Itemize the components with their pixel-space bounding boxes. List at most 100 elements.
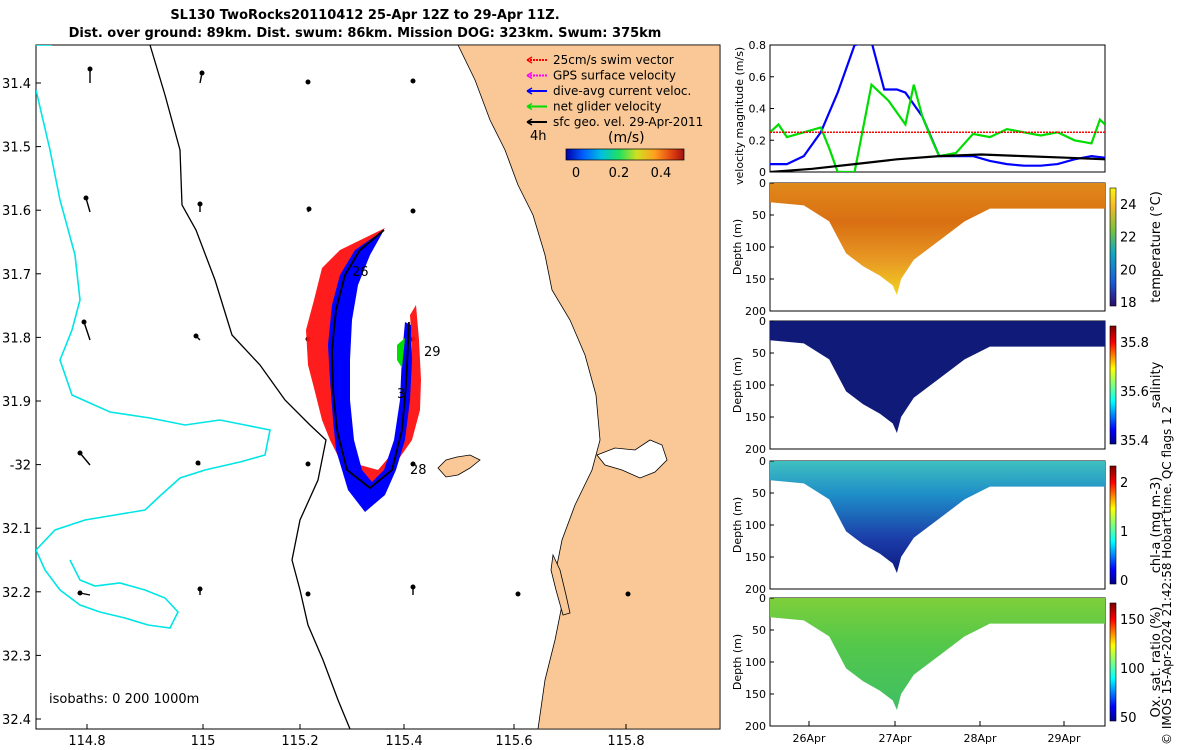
depth-tick-label: 50 — [752, 347, 766, 360]
section-colorbar — [1109, 465, 1117, 585]
geo-arrow-head — [197, 586, 203, 592]
section-field — [770, 461, 1105, 573]
colorbar-tick-label: 0 — [572, 166, 580, 181]
geo-arrow-head — [515, 591, 521, 597]
section-colorbar-label: temperature (°C) — [1149, 191, 1164, 303]
geo-arrow-head — [305, 461, 311, 467]
map-ytick-label: 31.8 — [2, 331, 31, 346]
colorbar-tick-label: 35.6 — [1120, 385, 1149, 400]
legend-arrowhead — [526, 56, 533, 64]
geo-arrow-head — [77, 590, 83, 596]
geo-arrow-head — [410, 78, 416, 84]
geo-arrow-head — [83, 195, 89, 201]
map-panel: 26 29 3 28 isobaths: 0 200 1000m 25cm/s … — [2, 44, 721, 749]
colorbar-tick-label: 18 — [1120, 296, 1137, 311]
velocity-series — [770, 45, 1105, 172]
colorbar-tick-label: 0.2 — [609, 166, 630, 181]
geo-arrow-head — [81, 319, 87, 325]
section-field — [770, 321, 1105, 433]
depth-tick-label: 200 — [745, 305, 766, 318]
geo-arrow-head — [193, 333, 199, 339]
velocity-y-axis: 0 0.2 0.4 0.6 0.8 — [749, 39, 774, 179]
isobaths-label: isobaths: 0 200 1000m — [49, 692, 199, 707]
date-tick-label: 26Apr — [792, 732, 826, 745]
geo-arrow-head — [305, 79, 311, 85]
map-legend: 25cm/s swim vector GPS surface velocitydi… — [526, 53, 703, 129]
depth-ylabel: Depth (m) — [731, 634, 744, 690]
date-axis: 26Apr 27Apr 28Apr 29Apr — [792, 721, 1081, 745]
track-line — [331, 229, 410, 490]
geo-arrow-head — [77, 450, 83, 456]
section-salinity: 0 50 100 150 200 Depth (m) 35.8 35.6 35.4 salinit… — [731, 315, 1164, 456]
depth-tick-label: 50 — [752, 487, 766, 500]
rottnest-island — [437, 454, 481, 478]
map-ytick-label: 32.3 — [2, 649, 31, 664]
colorbar-tick-label: 24 — [1120, 198, 1137, 213]
net-velocity-segment — [397, 338, 405, 368]
velocity-ytick-label: 0 — [759, 166, 766, 179]
map-ytick-label: 32.4 — [2, 713, 31, 728]
depth-tick-label: 100 — [745, 241, 766, 254]
garden-island — [550, 553, 571, 616]
section-field — [770, 598, 1105, 710]
velocity-ylabel: velocity magnitude (m/s) — [733, 47, 746, 185]
legend-label: dive-avg current veloc. — [553, 84, 691, 98]
legend-label: 25cm/s swim vector — [553, 53, 674, 67]
section-colorbar — [1109, 187, 1117, 307]
legend-label: net glider velocity — [553, 100, 661, 114]
colorbar-tick-label: 0 — [1120, 574, 1128, 589]
map-ytick-label: -32 — [10, 459, 31, 474]
date-tick-label: 28Apr — [963, 732, 997, 745]
depth-tick-label: 200 — [745, 443, 766, 456]
velocity-ytick-label: 0.6 — [749, 71, 767, 84]
geo-arrow — [83, 321, 91, 341]
depth-tick-label: 0 — [759, 592, 766, 605]
geo-arrow-head — [197, 201, 203, 207]
section-colorbar-label: salinity — [1149, 361, 1164, 408]
legend-label: sfc geo. vel. 29-Apr-2011 — [553, 115, 703, 129]
depth-tick-label: 0 — [759, 315, 766, 328]
map-xtick-label: 115.2 — [281, 734, 318, 749]
legend-label: GPS surface velocity — [553, 69, 676, 83]
depth-tick-label: 150 — [745, 551, 766, 564]
geo-arrow — [79, 452, 91, 466]
day-label-28: 28 — [410, 463, 427, 478]
hours-label: 4h — [530, 129, 547, 144]
geo-arrow-head — [305, 591, 311, 597]
section-field — [770, 183, 1105, 295]
map-ytick-label: 32.1 — [2, 522, 31, 537]
velocity-series-line — [770, 82, 1105, 172]
depth-tick-label: 100 — [745, 519, 766, 532]
geo-arrow-head — [195, 460, 201, 466]
depth-tick-label: 100 — [745, 379, 766, 392]
day-label-3: 3 — [397, 387, 405, 402]
swan-river — [596, 439, 668, 479]
map-xtick-label: 115 — [191, 734, 216, 749]
map-ytick-label: 31.6 — [2, 204, 31, 219]
colorbar-unit: (m/s) — [608, 130, 645, 146]
geo-arrow-head — [410, 461, 416, 467]
map-xtick-label: 114.8 — [68, 734, 105, 749]
day-label-29: 29 — [424, 345, 441, 360]
depth-tick-label: 200 — [745, 720, 766, 733]
depth-tick-label: 100 — [745, 656, 766, 669]
credit-text: © IMOS 15-Apr-2024 21:42:58 Hobart time.… — [1160, 405, 1174, 745]
section-colorbar-label: chl-a (mg m-3) — [1149, 477, 1164, 574]
section-temperature: 0 50 100 150 200 Depth (m) 24 22 20 18 temperature… — [731, 177, 1164, 318]
section-colorbar — [1109, 325, 1117, 445]
colorbar-tick-label: 2 — [1120, 476, 1128, 491]
geo-arrow-head — [306, 206, 312, 212]
map-ytick-label: 31.9 — [2, 395, 31, 410]
geo-velocity-arrows — [77, 66, 631, 597]
colorbar-tick-label: 100 — [1120, 662, 1145, 677]
velocity-ytick-label: 0.2 — [749, 134, 767, 147]
speed-colorbar — [565, 148, 685, 161]
geo-arrow-head — [87, 66, 93, 72]
isobath-1000 — [149, 45, 351, 729]
map-x-axis: 114.8 115 115.2 115.4 115.6 115.8 — [68, 724, 645, 749]
colorbar-tick-label: 50 — [1120, 711, 1137, 726]
colorbar-tick-label: 22 — [1120, 231, 1137, 246]
map-ytick-label: 31.4 — [2, 77, 31, 92]
